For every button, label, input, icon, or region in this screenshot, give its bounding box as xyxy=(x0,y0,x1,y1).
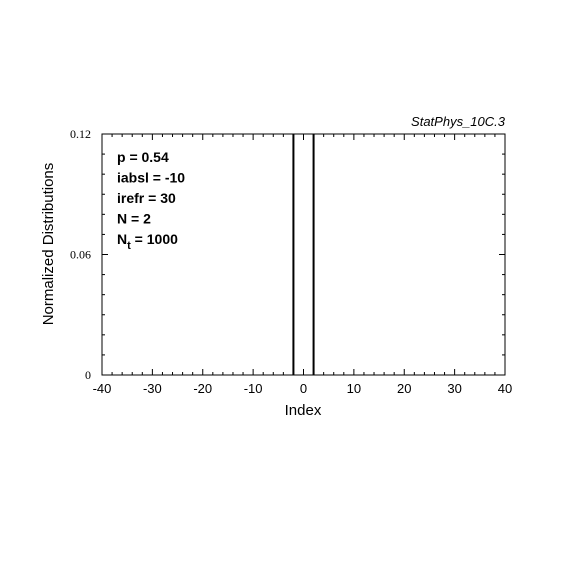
annotation-line: Nt = 1000 xyxy=(117,231,178,252)
x-tick-label: 30 xyxy=(447,381,461,396)
x-tick-label: -40 xyxy=(93,381,112,396)
axis-ticks xyxy=(101,133,506,376)
data-bars xyxy=(292,134,315,375)
annotation-line: iabsl = -10 xyxy=(117,170,185,186)
x-tick-label: 20 xyxy=(397,381,411,396)
y-tick-labels: 0 0.06 0.12 xyxy=(70,127,91,382)
y-axis-label: Normalized Distributions xyxy=(40,163,57,326)
x-tick-label: 40 xyxy=(498,381,512,396)
parameter-annotations: p = 0.54 iabsl = -10 irefr = 30 N = 2 Nt = 1… xyxy=(117,149,185,252)
y-tick-label: 0 xyxy=(85,368,91,382)
x-tick-label: -20 xyxy=(193,381,212,396)
x-tick-labels: -40 -30 -20 -10 0 10 20 30 40 xyxy=(93,381,513,396)
y-tick-label: 0.12 xyxy=(70,127,91,141)
x-tick-label: -30 xyxy=(143,381,162,396)
x-axis-label: Index xyxy=(285,402,322,419)
chart-title: StatPhys_10C.3 xyxy=(411,114,506,129)
y-tick-label: 0.06 xyxy=(70,248,91,262)
x-tick-label: 0 xyxy=(300,381,307,396)
annotation-line: irefr = 30 xyxy=(117,190,176,206)
annotation-line: N = 2 xyxy=(117,211,151,227)
x-tick-label: 10 xyxy=(347,381,361,396)
x-tick-label: -10 xyxy=(244,381,263,396)
annotation-line: p = 0.54 xyxy=(117,149,169,165)
